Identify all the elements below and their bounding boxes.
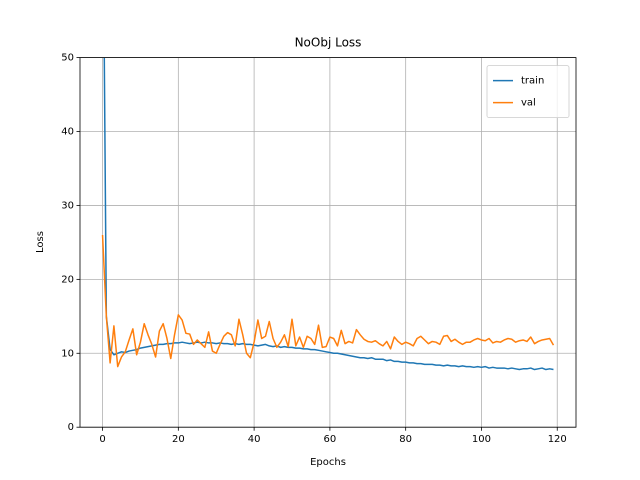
- x-tick-label: 20: [172, 434, 185, 445]
- legend-box: [486, 65, 570, 118]
- y-tick-label: 10: [61, 348, 74, 359]
- y-tick-label: 50: [61, 53, 74, 64]
- plot-lines: [101, 57, 555, 371]
- legend-label: train: [521, 76, 544, 87]
- chart-title: NoObj Loss: [295, 36, 362, 50]
- y-tick-label: 30: [61, 200, 74, 211]
- plot-frame: [79, 57, 577, 428]
- line-series: [101, 234, 555, 368]
- x-tick-label: 60: [324, 434, 337, 445]
- x-tick-label: 80: [399, 434, 412, 445]
- legend: train val: [486, 65, 570, 118]
- x-axis-label: Epochs: [310, 457, 346, 468]
- x-tick-label: 100: [472, 434, 491, 445]
- y-tick-label: 20: [61, 274, 74, 285]
- y-tick-label: 0: [68, 422, 74, 433]
- y-axis-label: Loss: [35, 231, 46, 253]
- y-tick-label: 40: [61, 127, 74, 138]
- legend-label: val: [521, 98, 536, 109]
- x-tick-label: 120: [548, 434, 567, 445]
- line-series: [103, 57, 554, 371]
- x-tick-label: 0: [99, 434, 105, 445]
- x-tick-label: 40: [248, 434, 261, 445]
